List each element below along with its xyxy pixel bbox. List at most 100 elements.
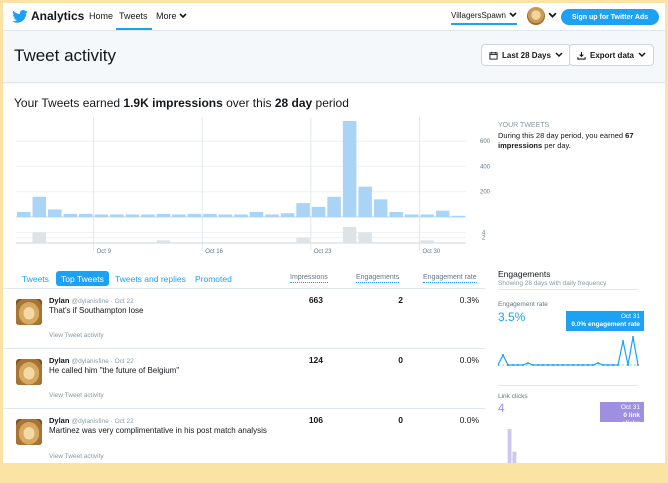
your-tweets-text: During this 28 day period, you earned 67…	[498, 131, 648, 151]
x-tick-label: Oct 16	[205, 249, 223, 255]
summary-middle: over this	[222, 96, 275, 110]
tweet-impressions: 124	[308, 355, 323, 365]
impressions-bar	[451, 215, 465, 217]
engagement-rate-label: Engagement rate	[498, 301, 548, 308]
engagement-rate-point	[542, 364, 544, 366]
col-engagement-rate[interactable]: Engagement rate	[423, 274, 477, 283]
impressions-bar	[94, 214, 109, 217]
engagements-bar	[32, 232, 47, 243]
engagement-rate-point	[592, 364, 594, 366]
engagement-rate-point	[622, 340, 624, 342]
tweet-row[interactable]: Dylan @dylanisfine · Oct 22 That's if So…	[3, 290, 485, 349]
side-text-c: per day.	[542, 141, 571, 150]
col-engagements[interactable]: Engagements	[356, 274, 400, 283]
tweet-engagement-rate: 0.0%	[459, 355, 479, 365]
y-tick-label: 2	[482, 236, 486, 242]
tweet-impressions: 663	[308, 295, 323, 305]
tweet-text: Martinez was very complimentative in his…	[49, 426, 267, 435]
engagements-panel: Engagements Showing 28 days with daily f…	[493, 267, 665, 463]
engagement-rate-point	[632, 336, 634, 338]
twitter-ads-signup-button[interactable]: Sign up for Twitter Ads	[561, 9, 659, 25]
view-tweet-activity-link[interactable]: View Tweet activity	[49, 332, 104, 339]
divider	[498, 289, 638, 290]
your-tweets-label: YOUR TWEETS	[498, 122, 550, 129]
chevron-down-icon	[509, 12, 517, 18]
calendar-icon	[489, 51, 498, 60]
nav-more-label: More	[156, 11, 177, 21]
y-tick-label: 200	[480, 190, 491, 196]
tab-tweets[interactable]: Tweets	[22, 273, 49, 284]
tab-promoted[interactable]: Promoted	[195, 273, 232, 284]
impressions-bar	[249, 211, 264, 217]
engagement-rate-point	[597, 362, 599, 364]
side-count: 67	[625, 131, 634, 140]
date-range-button[interactable]: Last 28 Days	[481, 44, 571, 66]
tab-tweets-and-replies[interactable]: Tweets and replies	[115, 273, 186, 284]
engagement-rate-point	[507, 364, 509, 366]
x-tick-label: Oct 30	[422, 249, 440, 255]
tab-top-tweets[interactable]: Top Tweets	[56, 271, 109, 286]
tweet-engagements: 0	[398, 415, 403, 425]
summary-impressions: 1.9K impressions	[123, 96, 223, 110]
link-clicks-sparkline	[507, 429, 517, 463]
engagement-rate-point	[612, 364, 614, 366]
brand-label: Analytics	[31, 9, 85, 23]
tweet-author: Dylan @dylanisfine · Oct 22	[49, 296, 134, 305]
tooltip-value: 0.0% engagement rate	[571, 321, 640, 328]
impressions-bar	[327, 196, 341, 217]
nav-home[interactable]: Home	[89, 11, 114, 21]
engagements-bar	[296, 237, 310, 243]
nav-more[interactable]: More	[156, 11, 187, 21]
engagement-rate-point	[522, 364, 524, 366]
engagement-rate-point	[637, 364, 639, 366]
col-impressions[interactable]: Impressions	[290, 274, 328, 283]
engagement-rate-point	[607, 364, 609, 366]
tweet-author-name: Dylan	[49, 356, 70, 365]
impressions-bar	[373, 199, 388, 217]
account-name: VillagersSpawn	[451, 10, 506, 20]
analytics-window: Analytics Home Tweets More VillagersSpaw…	[3, 3, 665, 463]
impressions-bar	[342, 121, 357, 217]
twitter-bird-icon	[12, 9, 28, 23]
view-tweet-activity-link[interactable]: View Tweet activity	[49, 453, 104, 460]
y-tick-label: 400	[480, 164, 491, 170]
chevron-down-icon[interactable]	[548, 12, 557, 19]
engagement-rate-point	[498, 364, 499, 366]
engagement-rate-point	[627, 364, 629, 366]
tooltip-value: 0 link clicks	[621, 412, 640, 427]
tweet-row[interactable]: Dylan @dylanisfine · Oct 22 He called hi…	[3, 350, 485, 409]
export-data-button[interactable]: Export data	[569, 44, 655, 66]
tweet-avatar	[16, 359, 42, 385]
chevron-down-icon	[178, 13, 187, 19]
nav-tweets[interactable]: Tweets	[119, 11, 148, 21]
engagement-rate-tooltip: Oct 31 0.0% engagement rate	[566, 311, 644, 331]
nav-active-indicator	[116, 28, 152, 30]
side-text-a: During this 28 day period, you earned	[498, 131, 626, 140]
divider	[498, 385, 638, 386]
view-tweet-activity-link[interactable]: View Tweet activity	[49, 392, 104, 399]
engagements-bar	[358, 232, 372, 243]
tweet-text: That's if Southampton lose	[49, 306, 144, 315]
engagement-rate-point	[562, 364, 564, 366]
engagement-rate-point	[532, 364, 534, 366]
tweet-author-name: Dylan	[49, 296, 70, 305]
download-icon	[577, 51, 586, 60]
impressions-bar	[203, 213, 217, 217]
engagement-rate-point	[517, 364, 519, 366]
user-avatar[interactable]	[527, 7, 545, 25]
account-switcher[interactable]: VillagersSpawn	[451, 9, 517, 25]
engagement-rate-point	[617, 364, 619, 366]
top-nav: Analytics Home Tweets More VillagersSpaw…	[3, 3, 665, 31]
impressions-bar	[187, 213, 202, 217]
engagement-rate-point	[602, 364, 604, 366]
analytics-logo[interactable]: Analytics	[12, 9, 84, 23]
engagement-rate-point	[577, 364, 579, 366]
tweet-engagement-rate: 0.0%	[459, 415, 479, 425]
link-clicks-label: Link clicks	[498, 393, 528, 400]
main-panel: Your Tweets earned 1.9K impressions over…	[3, 84, 665, 463]
tweet-row[interactable]: Dylan @dylanisfine · Oct 22 Martinez was…	[3, 410, 485, 463]
link-clicks-bar	[507, 429, 512, 463]
summary-prefix: Your Tweets earned	[14, 96, 124, 110]
export-label: Export data	[590, 50, 635, 60]
impressions-bar	[48, 209, 62, 217]
